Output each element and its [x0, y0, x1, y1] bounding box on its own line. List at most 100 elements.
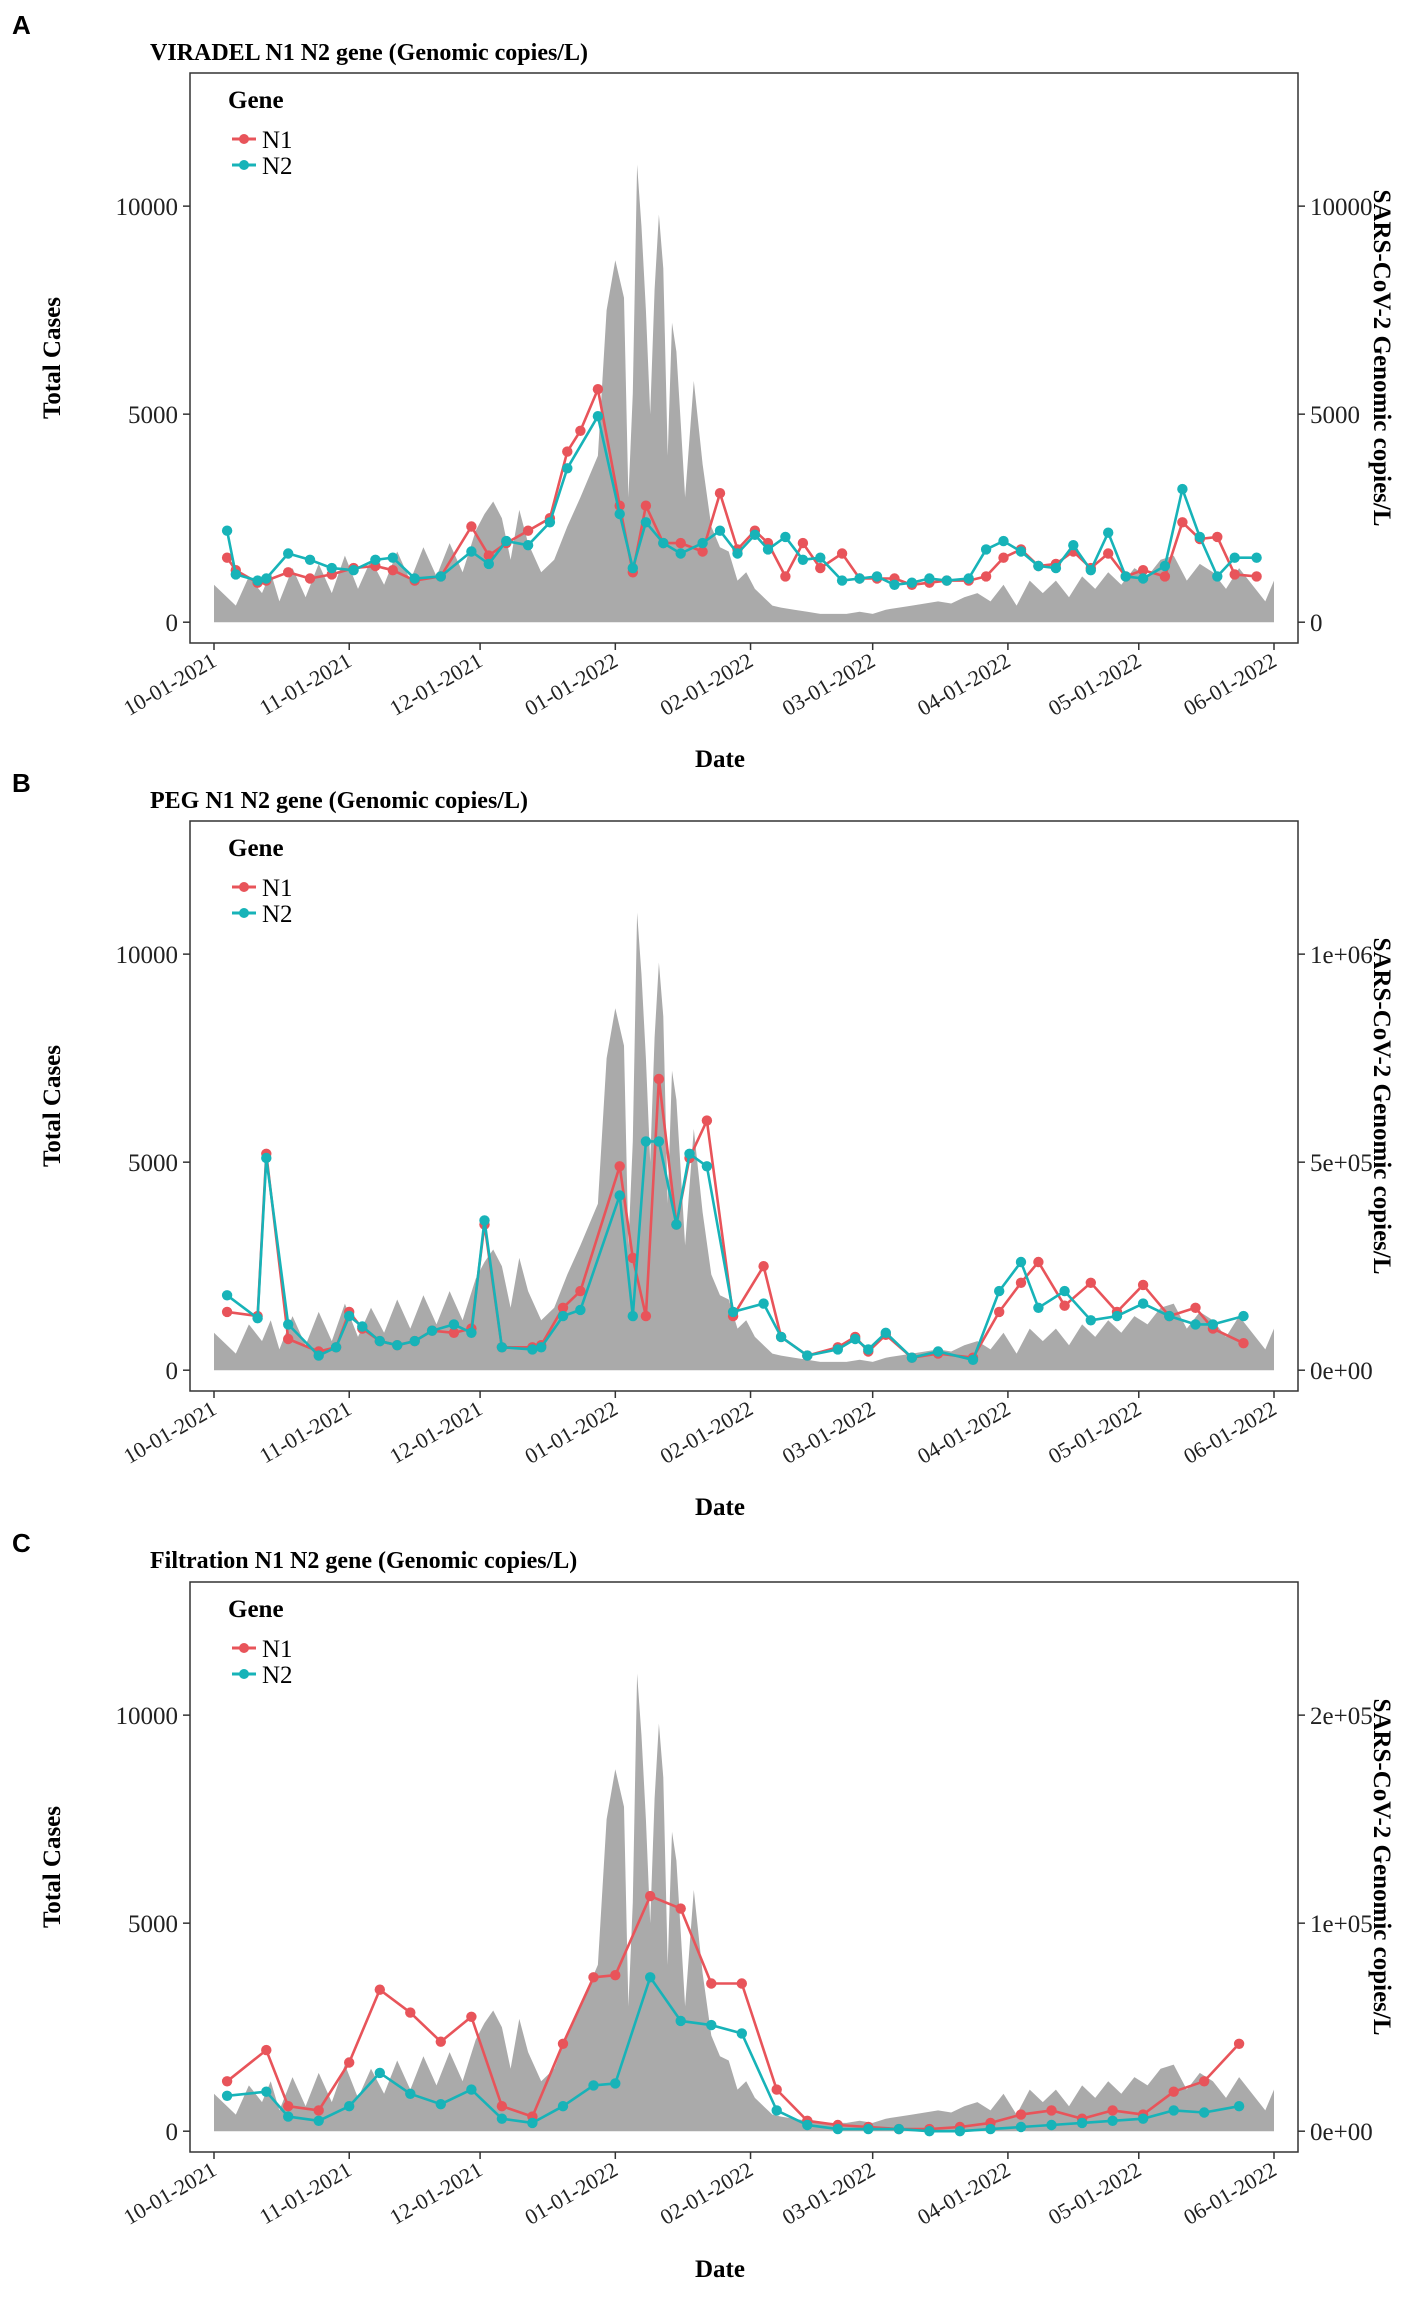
series-n1-point	[645, 1890, 656, 1902]
series-n1-point	[1107, 2105, 1118, 2116]
series-n2-point	[261, 1152, 272, 1164]
series-n2-point	[527, 2117, 538, 2129]
panel-a-x-axis-title: Date	[695, 746, 745, 773]
panel-b: B PEG N1 N2 gene (Genomic copies/L) 0 500…	[12, 768, 1395, 1521]
series-n1-point	[448, 1327, 460, 1339]
left-axis-tick-label: 0	[166, 1358, 179, 1385]
x-axis-tick-label: 05-01-2022	[1044, 2157, 1145, 2230]
series-n1-point	[522, 525, 534, 536]
series-n1-point	[387, 565, 398, 576]
series-n1-point	[435, 2036, 446, 2047]
series-n2-point	[1050, 562, 1062, 574]
right-axis-tick-label: 0e+00	[1310, 1358, 1373, 1385]
x-axis-tick-label: 05-01-2022	[1044, 1396, 1145, 1469]
series-n2-point	[221, 525, 233, 536]
series-n2-point	[357, 1321, 368, 1332]
series-n1-point	[758, 1261, 769, 1272]
series-n2-point	[1212, 571, 1223, 582]
series-n1-point	[780, 571, 791, 582]
series-n2-point	[941, 575, 952, 586]
panel-a-plot-border	[189, 72, 1299, 644]
left-axis-tick-label: 5000	[128, 402, 178, 429]
series-n2-point	[645, 1972, 656, 1983]
right-axis-tick-label: 0e+00	[1310, 2119, 1373, 2146]
series-n2-point	[501, 535, 512, 547]
series-n2-point	[863, 2123, 874, 2135]
series-n2-point	[261, 2086, 272, 2097]
series-n2-point	[932, 1346, 944, 1357]
series-n2-point	[496, 1342, 508, 1353]
series-n2-point	[924, 573, 935, 584]
series-n1-point	[466, 521, 477, 532]
series-n1-point	[706, 1978, 717, 1989]
panel-c-right-axis-title: SARS-CoV-2 Genomic copies/L	[1368, 1698, 1395, 2035]
series-n2-point	[1190, 1319, 1201, 1330]
series-n2-point	[466, 546, 477, 557]
series-n1-point	[640, 1310, 652, 1322]
panel-c-axes: 0 5000 10000 0e+00 1e+05 2e+05 10-01-2021 11-01…	[116, 1703, 1373, 2230]
series-n2-point	[426, 1325, 438, 1336]
x-axis-tick-label: 04-01-2022	[913, 2157, 1014, 2230]
series-n1-point	[998, 552, 1009, 563]
panel-c-title: Filtration N1 N2 gene (Genomic copies/L)	[150, 1548, 577, 1574]
series-n2-point	[536, 1342, 547, 1353]
panel-c-legend-n1: N1	[262, 1636, 293, 1663]
series-n1-point	[1103, 548, 1114, 559]
panel-b-axes: 0 5000 10000 0e+00 5e+05 1e+06 10-01-2021 11-01…	[116, 942, 1373, 1469]
legend-n2-marker	[239, 1669, 249, 1679]
series-n1-point	[653, 1073, 665, 1085]
series-n1-point	[1046, 2105, 1057, 2116]
panel-a-plot-area	[214, 164, 1274, 623]
series-n2-point	[230, 569, 241, 580]
series-n2-point	[1103, 527, 1114, 538]
series-n2-point	[374, 1335, 385, 1347]
legend-n1-marker	[239, 1643, 249, 1653]
series-n2-point	[889, 579, 900, 590]
series-n2-point	[252, 1313, 263, 1324]
series-n2-point	[675, 548, 686, 559]
panel-b-legend: Gene N1 N2	[228, 835, 293, 928]
series-n1-point	[1137, 565, 1149, 576]
series-n1-point	[1137, 1279, 1149, 1291]
left-axis-tick-label: 10000	[116, 942, 179, 969]
series-n2-point	[727, 1306, 739, 1318]
panel-b-left-axis-title: Total Cases	[39, 1045, 66, 1167]
legend-n1-marker	[239, 134, 249, 144]
series-n1-point	[1229, 569, 1240, 580]
series-n2-point	[832, 2123, 843, 2135]
series-n2-point	[435, 571, 446, 582]
series-n2-point	[684, 1148, 695, 1160]
series-n1-point	[221, 552, 233, 563]
series-n2-point	[906, 577, 918, 588]
legend-n2-marker	[239, 160, 249, 170]
series-n1-point	[610, 1970, 621, 1981]
series-n2-point	[714, 525, 726, 536]
panel-b-plot-area	[214, 912, 1274, 1371]
series-n2-point	[802, 1350, 813, 1361]
series-n2-point	[527, 1344, 538, 1355]
series-n2-point	[483, 558, 494, 570]
series-n2-point	[592, 411, 604, 422]
x-axis-tick-label: 06-01-2022	[1179, 648, 1280, 721]
series-n1-point	[592, 384, 604, 395]
series-n2-point	[893, 2123, 905, 2135]
series-n2-point	[1168, 2105, 1179, 2116]
series-n2-point	[780, 531, 791, 543]
panel-a-legend-title: Gene	[228, 87, 284, 114]
panel-a-left-axis-title: Total Cases	[39, 297, 66, 419]
x-axis-tick-label: 10-01-2021	[119, 1396, 220, 1469]
series-n1-point	[614, 1161, 625, 1172]
panel-a-legend-n1: N1	[262, 127, 293, 154]
series-n2-point	[575, 1304, 586, 1316]
series-n2-point	[1111, 1310, 1123, 1322]
series-n2-point	[409, 1335, 420, 1347]
series-n2-point	[854, 573, 865, 584]
panel-c-x-axis-title: Date	[695, 2256, 745, 2283]
left-axis-tick-label: 5000	[128, 1150, 178, 1177]
series-n2-point	[557, 1310, 569, 1322]
series-n1-point	[675, 537, 686, 549]
right-axis-tick-label: 10000	[1310, 194, 1373, 221]
series-n2-point	[906, 1352, 918, 1363]
series-n1-point	[736, 1978, 747, 1989]
right-axis-tick-label: 1e+05	[1310, 1911, 1373, 1938]
